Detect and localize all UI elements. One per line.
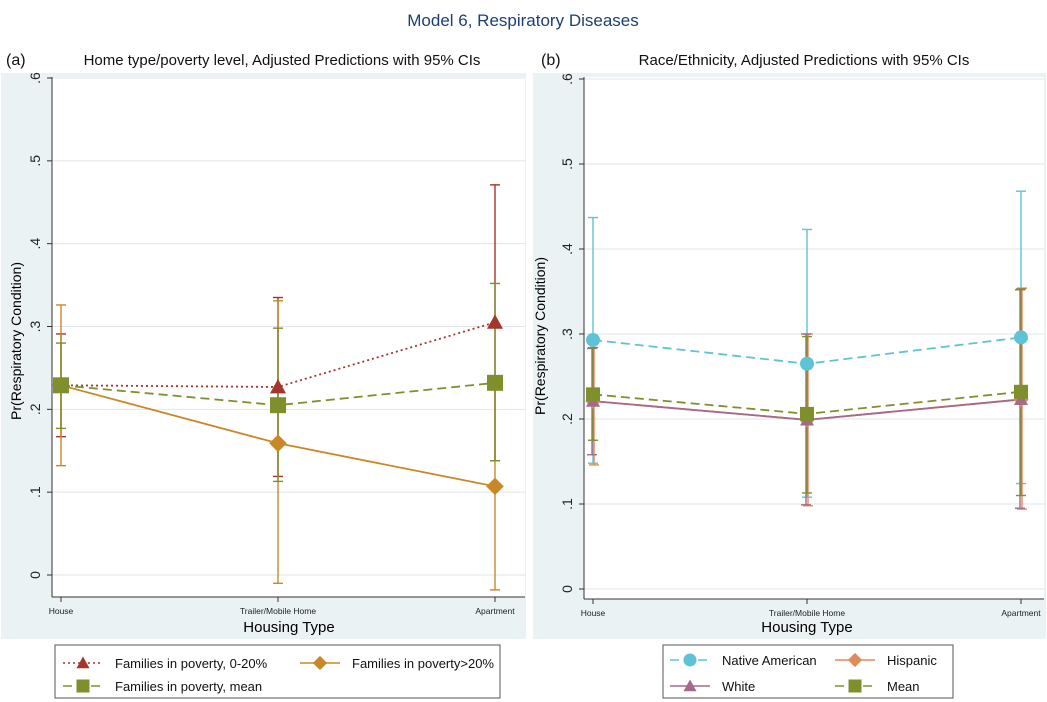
pa-y-tick-label: .6 [27,72,43,84]
pb-x-tick-label: Apartment [1001,608,1041,618]
panel-b-axes: 0 .1 .2 .3 .4 .5 .6 House Trailer/Mobile Home Apa… [559,73,1044,618]
pb-y-tick-label: .3 [559,328,575,340]
pa-legend-label: Families in poverty, mean [115,679,262,694]
pa-point [53,377,69,394]
pb-y-tick-label: .5 [559,158,575,170]
pb-y-tick-label: .6 [559,73,575,85]
pa-point [487,314,503,329]
figure-title: Model 6, Respiratory Diseases [407,11,638,30]
pb-legend-label: Native American [722,653,817,668]
pb-legend-label: Hispanic [887,653,937,668]
pa-legend-marker [76,656,90,669]
pa-point [269,434,287,453]
panel-a-gridlines [52,77,525,576]
pb-x-tick-label: Trailer/Mobile Home [769,608,845,618]
panel-a-title: Home type/poverty level, Adjusted Predic… [84,52,481,69]
pb-x-tick-label: House [581,608,606,618]
pa-point [270,378,286,394]
panel-b-legend [662,644,954,699]
panel-b: (b) Race/Ethnicity, Adjusted Predictions… [532,52,1046,699]
pa-x-tick-label: House [49,606,74,616]
pb-legend-label: Mean [887,679,920,694]
panel-b-plot-area [584,77,1044,599]
panel-b-y-axis-label: Pr(Respiratory Condition) [532,257,548,415]
pa-point [486,477,504,496]
pa-x-tick-label: Trailer/Mobile Home [240,606,316,616]
pa-y-tick-label: 0 [27,571,43,579]
panel-b-x-axis-label: Housing Type [761,619,852,636]
pb-legend-marker [683,653,697,667]
panel-b-letter: (b) [541,52,561,69]
pb-point [800,406,814,421]
pa-legend-label: Families in poverty>20% [352,656,494,671]
panel-a-axes: 0 .1 .2 .3 .4 .5 .6 House Trailer/Mobile Home Apa… [27,72,525,616]
pb-point [800,356,814,371]
panel-a-series [52,184,504,591]
pa-y-tick-label: .4 [27,238,43,250]
pb-legend-marker [848,679,862,693]
pb-point [1014,384,1028,399]
panel-b-series [585,190,1029,510]
panel-b-legend-items: Native American Hispanic White Mean [670,652,937,694]
pb-legend-marker [847,652,863,668]
panel-a-x-axis-label: Housing Type [243,619,334,636]
pa-y-tick-label: .2 [27,403,43,415]
pb-y-tick-label: 0 [559,585,575,593]
pb-y-tick-label: .4 [559,243,575,255]
pb-point [586,332,600,347]
panel-a: (a) Home type/poverty level, Adjusted Pr… [1,52,526,699]
pb-legend-label: White [722,679,755,694]
pa-legend-marker [312,655,328,671]
pa-point [487,374,503,391]
panel-a-legend [54,644,501,699]
panel-b-gridlines [584,78,1044,590]
panel-b-title: Race/Ethnicity, Adjusted Predictions wit… [639,52,970,69]
pb-point [1014,330,1028,345]
panel-a-y-axis-label: Pr(Respiratory Condition) [8,262,24,420]
pa-y-tick-label: .1 [27,486,43,498]
pb-point [586,387,600,402]
pa-x-tick-label: Apartment [475,606,515,616]
panel-a-letter: (a) [6,52,26,69]
pa-legend-marker [76,679,90,693]
pa-y-tick-label: .5 [27,155,43,167]
pb-y-tick-label: .2 [559,413,575,425]
pa-y-tick-label: .3 [27,320,43,332]
pa-legend-label: Families in poverty, 0-20% [115,656,268,671]
pb-y-tick-label: .1 [559,498,575,510]
panel-a-plot-area [52,77,525,597]
pa-point [270,397,286,414]
panel-a-legend-items: Families in poverty, 0-20% Families in po… [63,655,494,694]
pb-legend-marker [683,679,697,692]
